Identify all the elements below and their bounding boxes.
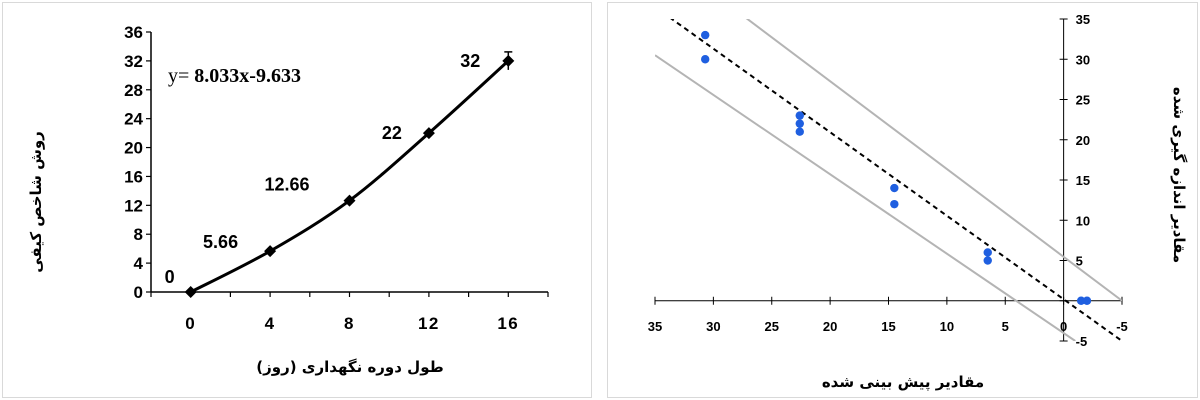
x-tick-label: 12 xyxy=(418,314,440,333)
series-line xyxy=(190,59,510,294)
y-tick-label: 35 xyxy=(1076,12,1090,27)
quality-index-chart-panel: 0 4 8 12 16 20 24 28 32 36 0 4 8 12 16 0 5.66 12.66 22 32 y=… xyxy=(2,2,592,398)
y-tick-label: 25 xyxy=(1076,93,1090,108)
data-point xyxy=(1082,296,1092,305)
upper-bound-line xyxy=(745,19,1122,302)
y-tick-label: 32 xyxy=(124,52,143,71)
predicted-vs-measured-chart-panel: 35 30 25 20 15 10 5 0 -5 35 30 25 20 15 10 5 -5 مقادیر پی… xyxy=(607,2,1198,398)
data-label: 32 xyxy=(460,51,480,71)
data-label: 12.66 xyxy=(264,175,309,195)
y-tick-label: 0 xyxy=(134,283,143,302)
plot-area xyxy=(655,19,1122,341)
data-point xyxy=(701,55,710,64)
y-tick-label: 28 xyxy=(124,81,143,100)
data-point xyxy=(983,248,992,257)
data-point xyxy=(1076,296,1086,305)
x-tick-label: -5 xyxy=(1116,319,1128,334)
data-point-marker xyxy=(184,286,197,298)
data-label: 5.66 xyxy=(203,232,238,252)
y-tick-label: 5 xyxy=(1076,254,1083,269)
predicted-vs-measured-chart: 35 30 25 20 15 10 5 0 -5 35 30 25 20 15 10 5 -5 مقادیر پی… xyxy=(648,12,1188,392)
y-tick-label: 30 xyxy=(1076,52,1090,67)
data-point xyxy=(795,111,804,120)
x-tick-label: 10 xyxy=(940,319,954,334)
data-label: 0 xyxy=(165,267,175,287)
x-tick-label: 4 xyxy=(265,314,276,333)
y-axis-title: مقادیر اندازه گیری شده xyxy=(1170,87,1188,263)
data-point-marker xyxy=(422,127,435,140)
data-point xyxy=(795,127,804,136)
data-label: 22 xyxy=(382,123,402,143)
y-tick-label: 36 xyxy=(124,23,143,42)
trend-equation: y= 8.033x-9.633 xyxy=(168,65,301,87)
data-point xyxy=(983,256,992,265)
data-point-marker xyxy=(343,194,356,207)
data-point xyxy=(890,199,899,209)
y-tick-label: 16 xyxy=(124,167,143,186)
y-tick-label: 4 xyxy=(134,254,144,273)
quality-index-chart: 0 4 8 12 16 20 24 28 32 36 0 4 8 12 16 0 5.66 12.66 22 32 y=… xyxy=(27,23,549,376)
y-tick-label: 8 xyxy=(134,225,143,244)
x-tick-label: 15 xyxy=(881,319,895,334)
x-tick-label: 20 xyxy=(823,319,837,334)
y-tick-label: 20 xyxy=(1076,133,1090,148)
y-axis-title: روش شاخص کیفی xyxy=(27,131,45,273)
x-tick-label: 0 xyxy=(185,314,196,333)
x-tick-label: 30 xyxy=(706,319,720,334)
data-point xyxy=(701,30,710,40)
y-tick-label: -5 xyxy=(1076,334,1088,349)
y-tick-label: 10 xyxy=(1076,213,1090,228)
x-tick-label: 35 xyxy=(648,319,662,334)
y-tick-label: 20 xyxy=(124,139,143,158)
fit-line xyxy=(670,19,1122,341)
y-tick-label: 12 xyxy=(124,196,143,215)
x-tick-label: 16 xyxy=(497,314,519,333)
y-tick-label: 15 xyxy=(1076,173,1090,188)
x-tick-label: 25 xyxy=(765,319,779,334)
x-axis-title: مقادیر پیش بینی شده xyxy=(822,373,984,392)
data-point xyxy=(890,183,899,193)
data-point-marker xyxy=(264,245,277,258)
x-tick-label: 0 xyxy=(1060,319,1067,334)
y-tick-label: 24 xyxy=(124,110,143,129)
trend-equation-formula: 8.033x-9.633 xyxy=(194,65,301,87)
data-point xyxy=(795,119,804,128)
lower-bound-line xyxy=(655,54,1076,341)
x-tick-label: 5 xyxy=(1002,319,1009,334)
data-point-marker xyxy=(502,54,515,67)
x-axis-title: طول دوره نگهداری (روز) xyxy=(256,358,443,376)
x-tick-label: 8 xyxy=(344,314,355,333)
trend-equation-prefix: y= xyxy=(168,65,194,87)
